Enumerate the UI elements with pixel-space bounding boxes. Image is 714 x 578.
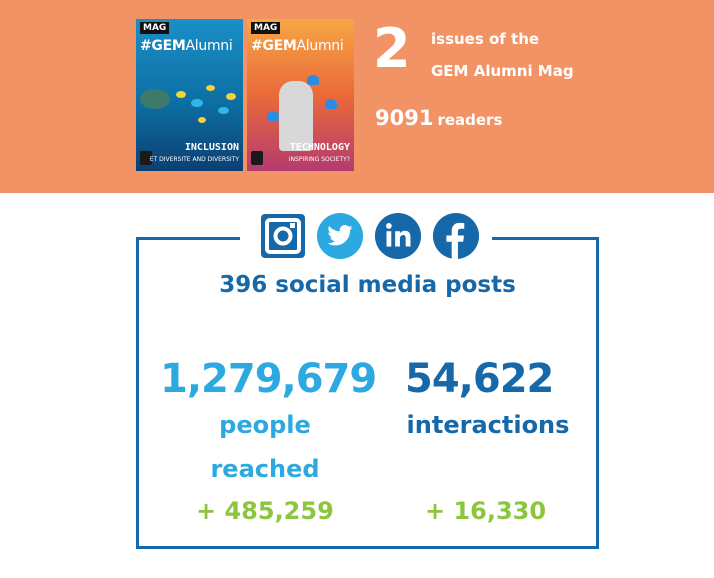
- cover-subtitle: INSPIRING SOCIETY?: [288, 156, 350, 163]
- interactions-count: 54,622: [405, 356, 554, 402]
- people-reached-count: 1,279,679: [160, 356, 377, 402]
- interactions-label: interactions: [406, 411, 570, 439]
- cover-subtitle: ET DIVERSITE AND DIVERSITY: [149, 156, 239, 163]
- fish-illustration: [226, 93, 236, 100]
- cover-theme: INCLUSION: [184, 142, 239, 153]
- school-logo-icon: [251, 151, 263, 165]
- fish-illustration: [198, 117, 206, 123]
- cover-brand: #GEMAlumni: [140, 38, 233, 54]
- fish-illustration: [206, 85, 215, 91]
- robot-hand-illustration: [279, 81, 313, 151]
- people-reached-label-line1: people: [219, 411, 311, 439]
- people-reached-growth: + 485,259: [196, 497, 334, 525]
- linkedin-icon: [374, 212, 422, 260]
- readers-stat: 9091 readers: [375, 106, 502, 130]
- readers-count: 9091: [375, 106, 434, 130]
- school-logo-icon: [140, 151, 152, 165]
- twitter-icon: [316, 212, 364, 260]
- butterfly-illustration: [267, 111, 279, 121]
- turtle-illustration: [140, 89, 170, 109]
- magazine-cover-inclusion: MAG #GEMAlumni INCLUSION ET DIVERSITE AN…: [136, 19, 243, 171]
- issues-label-line2: GEM Alumni Mag: [431, 62, 574, 80]
- fish-illustration: [176, 91, 186, 98]
- butterfly-illustration: [307, 75, 319, 85]
- interactions-growth: + 16,330: [425, 497, 547, 525]
- issues-count: 2: [373, 17, 411, 80]
- cover-brand: #GEMAlumni: [251, 38, 344, 54]
- facebook-icon: [432, 212, 480, 260]
- issues-label-line1: issues of the: [431, 30, 540, 48]
- butterfly-illustration: [325, 99, 337, 109]
- magazine-banner: [0, 0, 714, 193]
- instagram-icon: [261, 214, 305, 258]
- fish-illustration: [191, 99, 203, 107]
- people-reached-label: people reached: [190, 410, 340, 484]
- people-reached-label-line2: reached: [210, 455, 320, 483]
- cover-mag-label: MAG: [251, 22, 281, 34]
- fish-illustration: [218, 107, 229, 114]
- social-posts-count: 396 social media posts: [219, 272, 516, 298]
- readers-label: readers: [437, 111, 503, 129]
- magazine-cover-technology: MAG #GEMAlumni TECHNOLOGY INSPIRING SOCI…: [247, 19, 354, 171]
- cover-theme: TECHNOLOGY: [289, 142, 350, 153]
- cover-mag-label: MAG: [140, 22, 170, 34]
